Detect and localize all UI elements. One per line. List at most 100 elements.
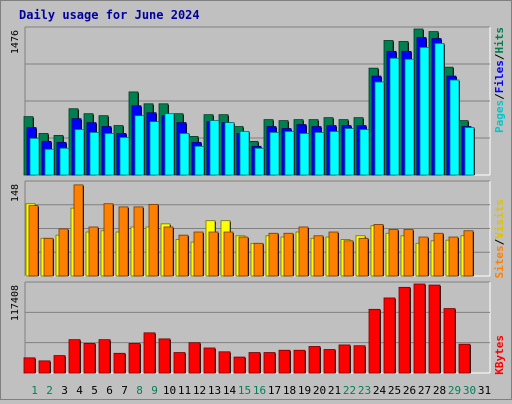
day-label-4: 4 (76, 384, 83, 397)
legend-visits: Visits (493, 199, 506, 239)
bar-kbytes-day-12 (188, 342, 201, 374)
bar-pages-day-24 (374, 81, 385, 176)
day-label-11: 11 (178, 384, 191, 397)
bar-sites-day-21 (328, 231, 339, 277)
panel-kbytes: 117408 KBytes (10, 281, 506, 375)
bar-pages-day-2 (44, 148, 55, 176)
bar-kbytes-day-29 (443, 308, 456, 374)
bar-sites-day-3 (58, 228, 69, 277)
bar-sites-day-28 (433, 232, 444, 277)
bar-pages-day-30 (464, 127, 475, 176)
y-max-label: 117408 (10, 285, 21, 321)
bar-pages-day-20 (314, 132, 325, 176)
bar-pages-day-23 (359, 129, 370, 176)
day-label-20: 20 (313, 384, 326, 397)
bar-sites-day-30 (463, 230, 474, 277)
bar-pages-day-27 (419, 46, 430, 176)
bar-kbytes-day-1 (23, 357, 36, 374)
day-label-7: 7 (121, 384, 128, 397)
bar-pages-day-1 (29, 138, 40, 176)
y-max-label: 1476 (10, 30, 21, 54)
x-axis-day-labels: 1 2 3 4 5 6 7 8 9 10 11 12 13 14 15 16 17 18 19 20 21 22 23 24 2… (31, 384, 491, 397)
bar-sites-day-1 (28, 205, 39, 277)
day-label-2: 2 (46, 384, 53, 397)
bar-sites-day-23 (358, 237, 369, 277)
bar-sites-day-26 (403, 229, 414, 277)
bar-pages-day-19 (299, 133, 310, 176)
bar-kbytes-day-6 (98, 339, 111, 374)
bar-sites-day-2 (43, 237, 54, 277)
day-label-27: 27 (418, 384, 431, 397)
bar-kbytes-day-19 (293, 349, 306, 374)
legend: Sites/Visits (493, 199, 506, 279)
day-label-29: 29 (448, 384, 461, 397)
bar-pages-day-12 (194, 145, 205, 176)
day-label-25: 25 (388, 384, 401, 397)
bar-kbytes-day-13 (203, 347, 216, 374)
bar-kbytes-day-5 (83, 343, 96, 374)
day-label-21: 21 (328, 384, 341, 397)
bar-pages-day-3 (59, 147, 70, 176)
day-label-13: 13 (208, 384, 221, 397)
bar-kbytes-day-11 (173, 352, 186, 374)
day-label-24: 24 (373, 384, 387, 397)
bar-kbytes-day-8 (128, 343, 141, 374)
day-label-18: 18 (283, 384, 296, 397)
day-label-3: 3 (61, 384, 68, 397)
bar-sites-day-10 (163, 226, 174, 277)
bar-pages-day-29 (449, 79, 460, 176)
day-label-5: 5 (91, 384, 98, 397)
bar-pages-day-16 (254, 147, 265, 176)
bar-kbytes-day-28 (428, 284, 441, 374)
bar-pages-day-15 (239, 131, 250, 176)
day-label-30: 30 (463, 384, 476, 397)
day-label-23: 23 (358, 384, 371, 397)
bar-kbytes-day-27 (413, 283, 426, 374)
day-label-14: 14 (223, 384, 237, 397)
chart-title: Daily usage for June 2024 (19, 8, 200, 22)
bar-sites-day-5 (88, 226, 99, 277)
bar-kbytes-day-17 (263, 352, 276, 374)
bar-pages-day-21 (329, 131, 340, 176)
day-label-28: 28 (433, 384, 446, 397)
bar-sites-day-9 (148, 203, 159, 277)
day-label-12: 12 (193, 384, 206, 397)
bar-pages-day-13 (209, 120, 220, 176)
legend-sites: Sites (493, 245, 506, 278)
day-label-1: 1 (31, 384, 38, 397)
bar-kbytes-day-21 (323, 349, 336, 374)
bar-pages-day-22 (344, 128, 355, 176)
panel-sites-visits: 148 Sites/Visits (10, 180, 506, 279)
bar-kbytes-day-23 (353, 345, 366, 374)
bar-kbytes-day-4 (68, 339, 81, 374)
bar-sites-day-7 (118, 206, 129, 277)
bar-kbytes-day-3 (53, 355, 66, 374)
bar-pages-day-8 (134, 115, 145, 176)
bar-pages-day-14 (224, 122, 235, 176)
bar-pages-day-28 (434, 43, 445, 176)
legend-separator: / (493, 53, 506, 60)
bar-kbytes-day-26 (398, 286, 411, 374)
legend-files: Files (493, 60, 506, 93)
legend: Pages/Files/Hits (493, 27, 506, 133)
legend-pages: Pages (493, 100, 506, 133)
bar-sites-day-8 (133, 206, 144, 277)
legend: KBytes (493, 335, 506, 375)
bar-kbytes-day-18 (278, 349, 291, 374)
bar-sites-day-6 (103, 203, 114, 277)
bar-pages-day-11 (179, 133, 190, 176)
day-label-26: 26 (403, 384, 416, 397)
bar-sites-day-18 (283, 232, 294, 277)
bar-sites-day-12 (193, 231, 204, 277)
day-label-19: 19 (298, 384, 311, 397)
day-label-8: 8 (136, 384, 143, 397)
day-label-6: 6 (106, 384, 113, 397)
bar-pages-day-9 (149, 121, 160, 176)
bar-sites-day-17 (268, 232, 279, 277)
bar-sites-day-22 (343, 240, 354, 277)
bar-sites-day-24 (373, 224, 384, 277)
day-label-16: 16 (253, 384, 266, 397)
bar-sites-day-19 (298, 226, 309, 277)
